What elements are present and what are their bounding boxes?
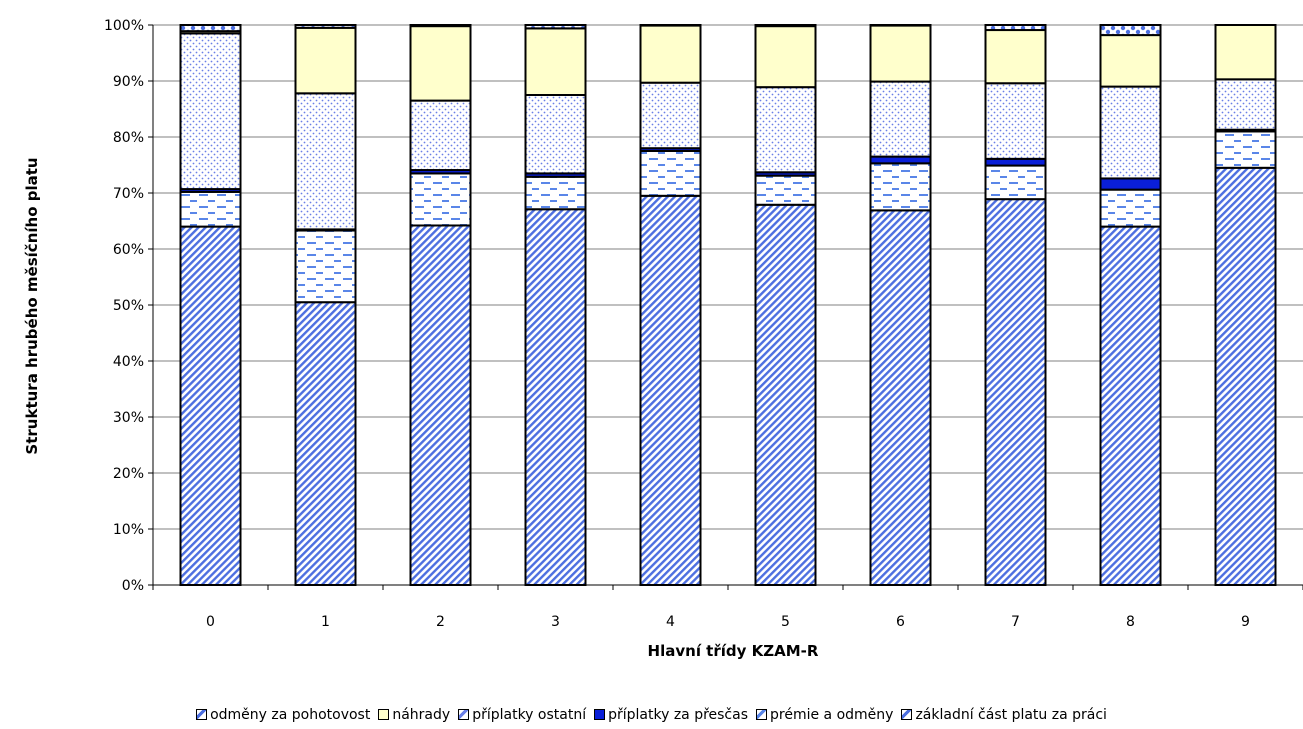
legend-swatch	[196, 709, 208, 720]
bar-segment: příplatky ostatní – 5: 15.2%	[754, 86, 817, 174]
y-tick-label: 100%	[104, 18, 144, 34]
bar-segment: odměny za pohotovost – 4: 0.1%	[639, 24, 702, 27]
x-tick-label: 3	[551, 614, 560, 630]
y-tick-label: 0%	[122, 578, 144, 594]
x-tick-label: 5	[781, 614, 790, 630]
bar-segment: základní část platu za práci – 9: 74.5%	[1214, 166, 1277, 587]
y-tick-label: 80%	[113, 130, 144, 146]
bar-segment: odměny za pohotovost – 3: 0.6%	[524, 24, 587, 30]
bar-segment: základní část platu za práci – 0: 64%	[179, 225, 242, 586]
bar-segment: prémie a odměny – 0: 6.2%	[179, 190, 242, 228]
bar-segment: náhrady – 6: 10%	[869, 24, 932, 83]
x-tick-label: 7	[1011, 614, 1020, 630]
bar-segment: prémie a odměny – 3: 5.8%	[524, 175, 587, 211]
bar-segment: prémie a odměny – 7: 6%	[984, 164, 1047, 201]
bar-segment: prémie a odměny – 4: 8%	[639, 150, 702, 197]
bar-segment: odměny za pohotovost – 0: 1.1%	[179, 24, 242, 33]
legend-label: příplatky za přesčas	[608, 707, 749, 723]
bar-segment: příplatky ostatní – 7: 13.5%	[984, 82, 1047, 160]
y-tick-label: 20%	[113, 466, 144, 482]
bar-segment: příplatky ostatní – 6: 13.4%	[869, 80, 932, 158]
y-tick-label: 40%	[113, 354, 144, 370]
bar-segment: příplatky ostatní – 4: 11.7%	[639, 81, 702, 150]
legend-swatch	[378, 709, 390, 720]
y-tick-label: 30%	[113, 410, 144, 426]
bar-segment: příplatky ostatní – 8: 16.4%	[1099, 85, 1162, 180]
bar-segment: odměny za pohotovost – 2: 0.2%	[409, 24, 472, 28]
legend-label: příplatky ostatní	[472, 707, 587, 723]
legend-item: prémie a odměny	[756, 707, 893, 723]
axes: 0% 10% 20% 30% 40% 50% 60% 70% 80% 90% 100% 0 1 2 3 4 5 6…	[104, 18, 1303, 630]
legend-item: náhrady	[378, 707, 450, 723]
legend: odměny za pohotovost náhrady příplatky ost…	[0, 707, 1303, 723]
legend-item: příplatky ostatní	[458, 707, 586, 723]
bar-segment: odměny za pohotovost – 7: 0.9%	[984, 24, 1047, 32]
bar-segment: příplatky za přesčas – 8: 2%	[1099, 177, 1162, 191]
bar-segment: prémie a odměny – 1: 12.8%	[294, 229, 357, 304]
y-tick-label: 90%	[113, 74, 144, 90]
x-tick-label: 6	[896, 614, 905, 630]
legend-item: příplatky za přesčas	[594, 707, 748, 723]
bar-segment: příplatky ostatní – 1: 24.3%	[294, 92, 357, 231]
x-tick-label: 0	[206, 614, 215, 630]
legend-label: základní část platu za práci	[915, 707, 1107, 723]
x-tick-label: 9	[1241, 614, 1250, 630]
bar-segment: náhrady – 2: 13.3%	[409, 25, 472, 102]
bar-segment: příplatky ostatní – 0: 27.8%	[179, 32, 242, 191]
bar-segment: náhrady – 8: 9.2%	[1099, 34, 1162, 88]
bar-segment: odměny za pohotovost – 6: 0.1%	[869, 24, 932, 27]
bars: základní část platu za práci – 0: 64%pré…	[179, 24, 1277, 587]
bar-segment: prémie a odměny – 5: 5.2%	[754, 174, 817, 206]
y-axis-title: Struktura hrubého měsíčního platu	[23, 157, 41, 454]
bar-segment: prémie a odměny – 6: 8.4%	[869, 162, 932, 212]
bar-segment: náhrady – 5: 10.9%	[754, 25, 817, 89]
bar-segment: základní část platu za práci – 7: 68.9%	[984, 198, 1047, 586]
bar-segment: základní část platu za práci – 6: 66.9%	[869, 209, 932, 587]
bar-segment: příplatky ostatní – 2: 12.4%	[409, 99, 472, 172]
legend-swatch	[756, 709, 768, 720]
bar-segment: základní část platu za práci – 4: 69.5%	[639, 194, 702, 587]
bar-segment: prémie a odměny – 8: 6.6%	[1099, 188, 1162, 228]
y-tick-label: 60%	[113, 242, 144, 258]
bar-segment: příplatky ostatní – 9: 9%	[1214, 78, 1277, 131]
legend-swatch	[458, 709, 470, 720]
bar-segment: základní část platu za práci – 3: 67.1%	[524, 208, 587, 587]
y-tick-label: 10%	[113, 522, 144, 538]
legend-swatch	[901, 709, 913, 720]
bar-segment: příplatky za přesčas – 7: 1.2%	[984, 157, 1047, 167]
y-tick-label: 50%	[113, 298, 144, 314]
bar-segment: příplatky za přesčas – 6: 1.2%	[869, 155, 932, 165]
bar-segment: odměny za pohotovost – 5: 0.2%	[754, 24, 817, 28]
y-tick-label: 70%	[113, 186, 144, 202]
bar-segment: odměny za pohotovost – 1: 0.5%	[294, 24, 357, 29]
stacked-bar-chart: základní část platu za práci – 0: 64%pré…	[23, 18, 1303, 660]
legend-label: prémie a odměny	[770, 707, 894, 723]
bar-segment: základní část platu za práci – 2: 64.2%	[409, 224, 472, 586]
bar-segment: náhrady – 7: 9.5%	[984, 29, 1047, 85]
legend-label: odměny za pohotovost	[210, 707, 371, 723]
bar-segment: odměny za pohotovost – 8: 1.8%	[1099, 24, 1162, 37]
bar-segment: příplatky ostatní – 3: 14%	[524, 94, 587, 175]
bar-segment: základní část platu za práci – 5: 67.9%	[754, 203, 817, 586]
bar-segment: základní část platu za práci – 8: 64%	[1099, 225, 1162, 586]
x-tick-label: 1	[321, 614, 330, 630]
legend-item: odměny za pohotovost	[196, 707, 370, 723]
legend-item: základní část platu za práci	[901, 707, 1107, 723]
x-tick-label: 4	[666, 614, 675, 630]
bar-segment: prémie a odměny – 2: 9.3%	[409, 172, 472, 227]
bar-segment: náhrady – 4: 10.2%	[639, 24, 702, 84]
bar-segment: náhrady – 1: 11.7%	[294, 26, 357, 95]
x-tick-label: 2	[436, 614, 445, 630]
bar-segment: základní část platu za práci – 1: 50.5%	[294, 301, 357, 586]
bar-segment: náhrady – 3: 11.9%	[524, 27, 587, 96]
x-axis-title: Hlavní třídy KZAM-R	[648, 642, 819, 660]
x-tick-label: 8	[1126, 614, 1135, 630]
bar-segment: prémie a odměny – 9: 6.5%	[1214, 130, 1277, 169]
legend-label: náhrady	[392, 707, 451, 723]
bar-segment: náhrady – 9: 9.7%	[1214, 24, 1277, 81]
legend-swatch	[594, 709, 606, 720]
